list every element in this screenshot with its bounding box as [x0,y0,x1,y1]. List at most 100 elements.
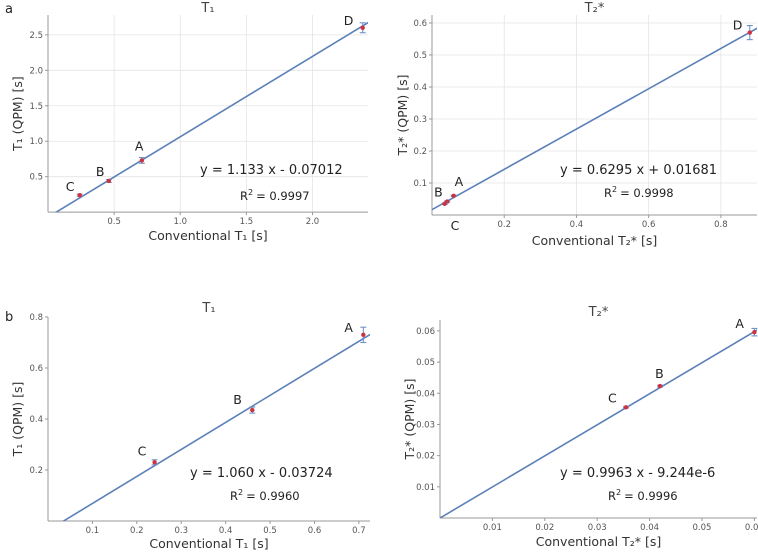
r-squared-exponent: 2 [238,488,243,497]
fit-equation: y = 1.060 x - 0.03724 [190,466,333,481]
data-point-a [451,193,456,198]
y-tick-label: 0.6 [29,364,43,374]
x-tick-label: 0.02 [535,523,554,533]
chart-title: T₂* [588,305,609,320]
y-tick-label: 1.0 [29,137,43,147]
x-axis-label: Conventional T₁ [s] [148,228,267,243]
y-tick-label: 0.8 [29,313,43,323]
x-tick-label: 0.6 [642,220,656,230]
data-point-c [442,201,447,206]
x-axis-label: Conventional T₁ [s] [149,536,268,551]
y-tick-label: 0.06 [416,327,435,337]
y-axis-label: T₁ (QPM) [s] [10,76,25,152]
point-label-c: C [608,390,617,405]
chart-title: T₂* [584,1,605,16]
point-label-b: B [233,392,242,407]
point-label-d: D [344,13,354,28]
data-point-a [139,158,145,163]
r-squared: R2 = 0.9996 [608,488,678,503]
data-point-c [152,460,157,465]
r-squared-exponent: 2 [616,488,621,497]
r-squared: R2 = 0.9998 [604,185,674,200]
data-point-c [623,405,629,410]
y-tick-label: 0.5 [413,51,427,61]
r-squared-symbol: R [230,489,238,503]
fit-equation: y = 0.6295 x + 0.01681 [560,163,717,178]
panel-label-b: b [5,310,14,325]
x-tick-label: 0.4 [570,220,584,230]
x-tick-label: 0.6 [308,526,322,536]
x-tick-label: 0.5 [107,217,121,227]
panel-label-a: a [5,2,13,17]
fit-line [54,21,368,213]
point-label-a: A [344,320,353,335]
fit-line [440,329,757,518]
x-tick-label: 0.03 [588,523,607,533]
y-tick-label: 0.5 [29,173,43,183]
point-label-a: A [735,316,744,331]
chart-title: T₁ [201,301,215,316]
point-label-c: C [451,218,460,233]
point-label-a: A [135,138,144,153]
x-tick-label: 0.2 [130,526,144,536]
x-tick-label: 2.0 [306,217,320,227]
y-axis-label: T₁ (QPM) [s] [10,382,25,458]
x-tick-label: 0.05 [693,523,712,533]
y-tick-label: 2.0 [29,66,43,76]
y-tick-label: 0.6 [413,19,427,29]
x-tick-label: 0.04 [640,523,659,533]
r-squared-value: = 0.9997 [256,189,310,203]
y-tick-label: 1.5 [29,102,43,112]
r-squared: R2 = 0.9997 [240,188,310,203]
x-tick-label: 0.7 [352,526,366,536]
r-squared: R2 = 0.9960 [230,488,300,503]
x-tick-label: 0.01 [483,523,502,533]
data-point-a [752,329,757,335]
y-tick-label: 0.1 [413,179,427,189]
x-tick-label: 1.5 [240,217,254,227]
data-point-c [77,192,82,198]
fit-equation: y = 0.9963 x - 9.244e-6 [560,466,715,481]
y-tick-label: 0.04 [416,389,435,399]
r-squared-symbol: R [240,189,248,203]
r-squared-exponent: 2 [612,185,617,194]
y-tick-label: 0.4 [29,415,43,425]
point-label-c: C [66,179,75,194]
x-tick-label: 0.3 [174,526,188,536]
x-tick-label: 0.1 [86,526,100,536]
y-tick-label: 0.3 [413,115,427,125]
chart-3: 0.1 0.2 0.3 0.4 0.5 0.6 0.7 0.2 0.4 0.6 0.8 T₁ Conve… [10,301,370,551]
r-squared-exponent: 2 [248,188,253,197]
point-label-c: C [138,443,147,458]
y-tick-label: 0.03 [416,420,435,430]
x-axis-label: Conventional T₂* [s] [536,534,662,549]
y-tick-label: 0.01 [416,483,435,493]
y-axis-label: T₂* (QPM) [s] [402,378,417,460]
chart-1: 0.5 1.0 1.5 2.0 0.5 1.0 1.5 2.0 2.5 T₁ Conventiona… [10,1,368,243]
point-label-b: B [434,185,443,200]
r-squared-symbol: R [604,186,612,200]
point-label-b: B [655,366,664,381]
point-label-d: D [733,18,743,33]
fit-equation: y = 1.133 x - 0.07012 [200,163,343,178]
chart-title: T₁ [200,1,214,16]
y-tick-label: 0.2 [413,147,427,157]
data-point-d [360,25,365,30]
r-squared-value: = 0.9998 [620,186,674,200]
x-tick-label: 0.4 [219,526,233,536]
data-point-a [361,332,366,338]
data-point-b [106,178,112,184]
r-squared-value: = 0.9960 [246,489,300,503]
data-point-d [747,30,752,35]
x-tick-label: 0.06 [745,523,758,533]
point-label-b: B [96,164,105,179]
y-tick-label: 0.2 [29,466,43,476]
chart-4: 0.01 0.02 0.03 0.04 0.05 0.06 0.01 0.02 0.03 0.04… [402,305,758,549]
fit-line [432,27,757,211]
fit-line [62,333,370,521]
x-axis-label: Conventional T₂* [s] [532,233,658,248]
x-tick-label: 0.8 [714,220,728,230]
chart-2: 0.2 0.4 0.6 0.8 0.1 0.2 0.3 0.4 0.5 0.6 T₂* Convent… [395,1,757,248]
y-tick-label: 0.4 [413,83,427,93]
